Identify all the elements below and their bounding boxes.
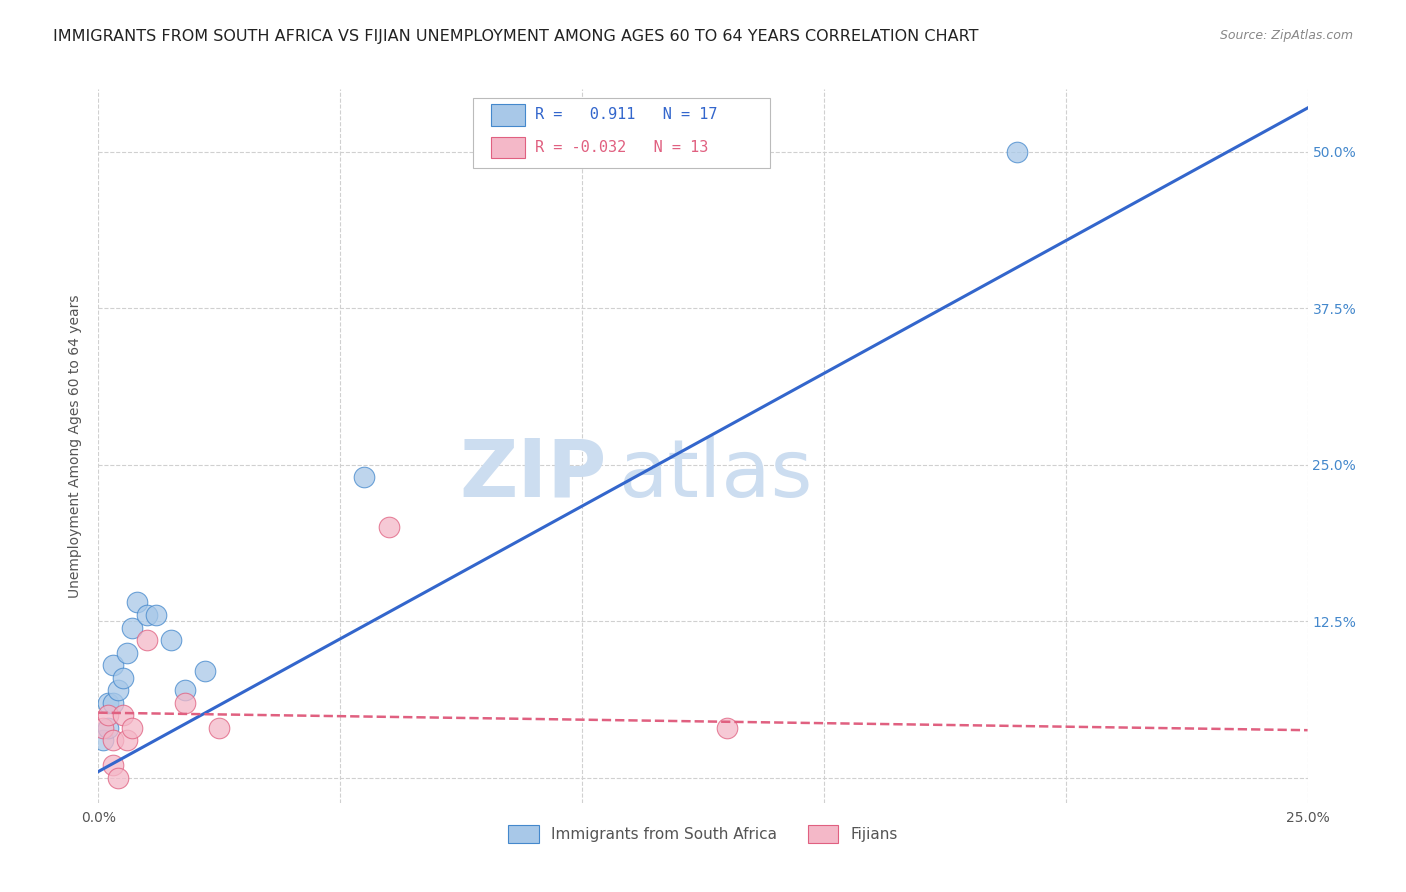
Point xyxy=(160,633,183,648)
Point xyxy=(91,721,114,735)
Point xyxy=(716,721,738,735)
Point xyxy=(97,721,120,735)
Point xyxy=(107,771,129,785)
Point xyxy=(101,658,124,673)
Text: R =   0.911   N = 17: R = 0.911 N = 17 xyxy=(534,107,717,121)
Point xyxy=(111,708,134,723)
Point xyxy=(135,633,157,648)
Point xyxy=(208,721,231,735)
Point xyxy=(353,470,375,484)
Legend: Immigrants from South Africa, Fijians: Immigrants from South Africa, Fijians xyxy=(502,819,904,848)
Point xyxy=(91,733,114,747)
Text: Source: ZipAtlas.com: Source: ZipAtlas.com xyxy=(1219,29,1353,42)
Point xyxy=(145,607,167,622)
Point xyxy=(111,671,134,685)
Point xyxy=(1007,145,1029,159)
Text: atlas: atlas xyxy=(619,435,813,514)
Point xyxy=(97,708,120,723)
Point xyxy=(135,607,157,622)
Y-axis label: Unemployment Among Ages 60 to 64 years: Unemployment Among Ages 60 to 64 years xyxy=(69,294,83,598)
FancyBboxPatch shape xyxy=(474,98,769,168)
Point xyxy=(377,520,399,534)
Point xyxy=(97,696,120,710)
Point xyxy=(121,721,143,735)
Point xyxy=(174,683,197,698)
Point xyxy=(194,665,217,679)
Point xyxy=(127,595,149,609)
Point xyxy=(101,696,124,710)
Text: IMMIGRANTS FROM SOUTH AFRICA VS FIJIAN UNEMPLOYMENT AMONG AGES 60 TO 64 YEARS CO: IMMIGRANTS FROM SOUTH AFRICA VS FIJIAN U… xyxy=(53,29,979,44)
Point xyxy=(117,733,139,747)
Text: R = -0.032   N = 13: R = -0.032 N = 13 xyxy=(534,139,709,154)
Point xyxy=(107,683,129,698)
Point xyxy=(121,621,143,635)
Point xyxy=(174,696,197,710)
Point xyxy=(101,733,124,747)
Point xyxy=(117,646,139,660)
Text: ZIP: ZIP xyxy=(458,435,606,514)
Bar xyxy=(492,137,526,159)
Bar xyxy=(492,104,526,126)
Point xyxy=(101,758,124,772)
